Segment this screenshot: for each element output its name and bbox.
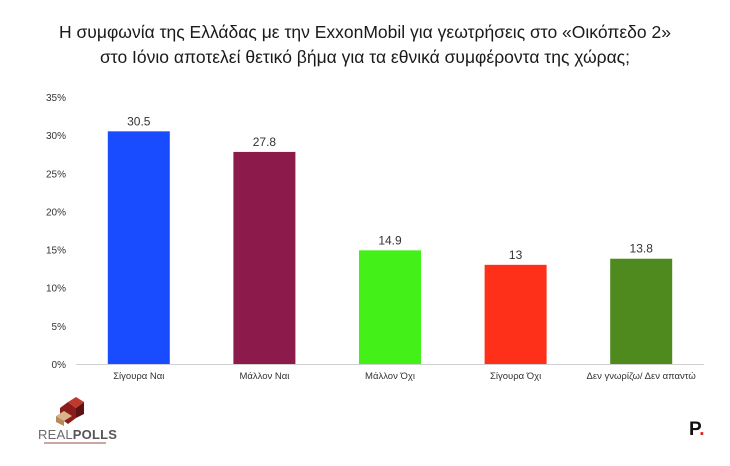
realpolls-logo-text: REALPOLLS xyxy=(38,427,118,442)
bar-value-label: 27.8 xyxy=(253,135,277,149)
y-tick-label: 35% xyxy=(46,93,66,104)
y-tick-label: 20% xyxy=(46,207,66,218)
chart-title: Η συμφωνία της Ελλάδας με την ExxonMobil… xyxy=(0,20,730,70)
realpolls-logo-icon xyxy=(56,397,84,426)
publisher-logo: P. xyxy=(689,419,705,440)
y-tick-label: 0% xyxy=(52,360,67,371)
bar xyxy=(107,131,170,364)
bar-value-label: 30.5 xyxy=(127,114,151,128)
y-tick-label: 30% xyxy=(46,131,66,142)
x-category-label: Μάλλον Ναι xyxy=(239,371,289,382)
bar xyxy=(233,151,296,364)
y-tick-label: 5% xyxy=(52,322,67,333)
bar xyxy=(610,258,673,364)
y-tick-label: 15% xyxy=(46,246,66,257)
bar xyxy=(484,264,547,364)
y-tick-label: 10% xyxy=(46,284,66,295)
chart-title-line-1: Η συμφωνία της Ελλάδας με την ExxonMobil… xyxy=(59,22,671,42)
x-category-label: Μάλλον Όχι xyxy=(365,371,415,382)
bar xyxy=(359,250,421,364)
chart-title-line-2: στο Ιόνιο αποτελεί θετικό βήμα για τα εθ… xyxy=(100,47,630,67)
bar-value-label: 13.8 xyxy=(630,242,654,256)
bar-value-label: 14.9 xyxy=(378,233,402,247)
x-category-label: Δεν γνωρίζω/ Δεν απαντώ xyxy=(587,371,697,382)
bar-value-label: 13 xyxy=(509,248,523,262)
x-category-label: Σίγουρα Ναι xyxy=(113,371,164,382)
realpolls-logo-underline xyxy=(44,442,106,444)
x-category-label: Σίγουρα Όχι xyxy=(490,371,541,382)
y-tick-label: 25% xyxy=(46,169,66,180)
